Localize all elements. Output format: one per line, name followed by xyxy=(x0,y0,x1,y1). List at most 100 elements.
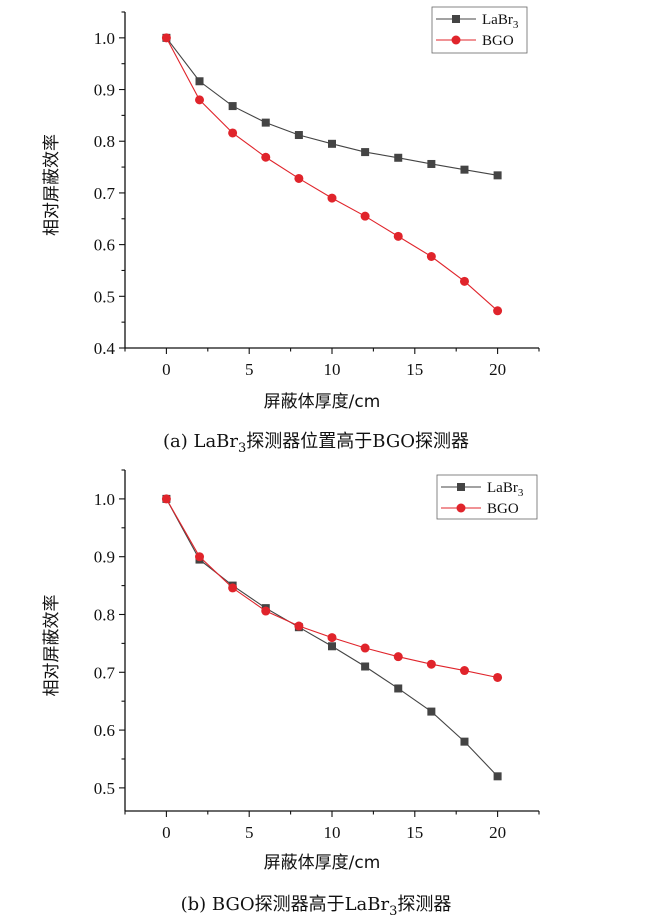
data-point xyxy=(360,211,370,221)
legend-marker xyxy=(451,35,461,45)
data-point xyxy=(361,148,370,157)
legend-box xyxy=(431,6,528,54)
data-point xyxy=(394,153,403,162)
x-tick-label: 20 xyxy=(489,823,506,842)
data-point xyxy=(161,494,171,504)
legend: LaBr3 BGO xyxy=(431,6,528,54)
x-tick-label: 0 xyxy=(162,360,171,379)
y-tick-label: 0.4 xyxy=(94,339,116,358)
data-point xyxy=(294,621,304,631)
legend-label-sub: 3 xyxy=(513,19,519,31)
y-tick-label: 0.7 xyxy=(94,663,116,682)
caption-subscript: 3 xyxy=(238,441,246,456)
data-point xyxy=(394,684,403,693)
data-point xyxy=(294,173,304,183)
data-point xyxy=(360,643,370,653)
legend-marker xyxy=(456,503,466,513)
chart-panel-a: 0 5 10 15 20 0.4 0.5 0.6 0.7 0.8 0.9 1.0 屏蔽体厚度/cm 相对屏… xyxy=(42,6,540,456)
data-point xyxy=(261,606,271,616)
x-axis-label: 屏蔽体厚度/cm xyxy=(264,392,381,412)
y-tick-label: 0.8 xyxy=(94,132,115,151)
data-point xyxy=(228,128,238,138)
legend-label-main: LaBr xyxy=(487,480,518,496)
data-point xyxy=(195,95,205,105)
data-point xyxy=(327,193,337,203)
data-point xyxy=(393,231,403,241)
data-point xyxy=(327,633,337,643)
legend-label-main: BGO xyxy=(482,33,514,49)
y-tick-label: 0.6 xyxy=(94,721,115,740)
series-line xyxy=(165,37,498,312)
data-point xyxy=(228,102,237,111)
data-point xyxy=(426,659,436,669)
legend-box xyxy=(436,474,538,520)
data-point xyxy=(493,171,502,180)
x-axis-label: 屏蔽体厚度/cm xyxy=(264,853,381,873)
caption-prefix: (a) LaBr xyxy=(163,431,238,452)
caption-subscript: 3 xyxy=(389,904,397,917)
y-tick-label: 1.0 xyxy=(94,490,115,509)
y-tick-label: 0.9 xyxy=(94,81,115,100)
legend-label-main: BGO xyxy=(487,501,519,517)
data-point xyxy=(493,772,502,781)
data-point xyxy=(328,642,336,651)
caption-prefix: (b) BGO探测器高于LaBr xyxy=(181,894,390,915)
legend-label: BGO xyxy=(487,501,519,517)
data-point xyxy=(459,666,469,676)
chart-panel-b: 0 5 10 15 20 0.5 0.6 0.7 0.8 0.9 1.0 屏蔽体厚度/cm 相对屏蔽效率… xyxy=(42,469,540,917)
x-tick-label: 0 xyxy=(162,823,171,842)
x-tick-label: 15 xyxy=(406,823,423,842)
series-bgo xyxy=(161,33,503,316)
y-tick-label: 0.5 xyxy=(94,287,115,306)
x-tick-label: 15 xyxy=(406,360,423,379)
x-tick-label: 20 xyxy=(489,360,506,379)
x-tick-label: 5 xyxy=(245,360,254,379)
data-point xyxy=(261,152,271,162)
data-point xyxy=(294,131,303,140)
legend-marker xyxy=(457,483,465,491)
legend-marker xyxy=(452,15,460,23)
legend-label: LaBr3 xyxy=(487,480,524,499)
legend: LaBr3 BGO xyxy=(436,474,538,520)
legend-label-main: LaBr xyxy=(482,12,513,28)
series-line xyxy=(165,37,498,176)
data-point xyxy=(493,306,503,316)
data-point xyxy=(261,118,270,127)
data-point xyxy=(361,662,370,671)
y-tick-label: 1.0 xyxy=(94,29,115,48)
caption-suffix: 探测器 xyxy=(397,894,451,915)
data-point xyxy=(427,707,436,716)
y-tick-label: 0.9 xyxy=(94,548,115,567)
caption-suffix: 探测器位置高于BGO探测器 xyxy=(246,431,469,452)
data-point xyxy=(460,165,469,174)
x-tick-label: 10 xyxy=(324,823,341,842)
series-line xyxy=(165,498,498,679)
legend-label: BGO xyxy=(482,33,514,49)
data-point xyxy=(328,139,336,148)
data-point xyxy=(426,252,436,262)
y-tick-label: 0.6 xyxy=(94,236,115,255)
data-point xyxy=(393,652,403,662)
y-tick-label: 0.8 xyxy=(94,605,115,624)
data-point xyxy=(427,159,436,168)
data-point xyxy=(228,583,238,593)
data-point xyxy=(493,672,503,682)
data-point xyxy=(161,33,171,43)
y-axis-label: 相对屏蔽效率 xyxy=(42,595,62,697)
y-axis-label: 相对屏蔽效率 xyxy=(42,134,62,236)
x-tick-label: 10 xyxy=(324,360,341,379)
y-tick-label: 0.7 xyxy=(94,184,116,203)
data-point xyxy=(195,77,204,86)
series-labr xyxy=(162,33,502,180)
x-tick-label: 5 xyxy=(245,823,254,842)
data-point xyxy=(460,737,469,746)
series-bgo xyxy=(161,494,503,682)
data-point xyxy=(195,552,205,562)
legend-label-sub: 3 xyxy=(518,487,524,499)
y-tick-label: 0.5 xyxy=(94,779,115,798)
data-point xyxy=(459,276,469,286)
figure-caption: (a) LaBr3探测器位置高于BGO探测器 xyxy=(163,431,469,456)
legend-label: LaBr3 xyxy=(482,12,519,31)
figure-caption: (b) BGO探测器高于LaBr3探测器 xyxy=(181,894,452,917)
